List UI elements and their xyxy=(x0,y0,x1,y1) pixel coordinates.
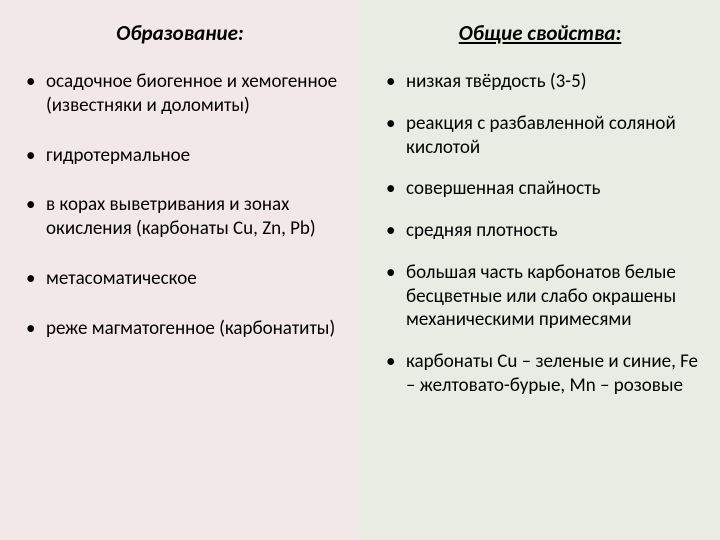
left-column: Образование: осадочное биогенное и хемог… xyxy=(0,0,360,540)
list-item: осадочное биогенное и хемогенное (извест… xyxy=(22,70,338,118)
list-item: средняя плотность xyxy=(382,219,698,243)
left-heading: Образование: xyxy=(22,20,338,46)
list-item: большая часть карбонатов белые бесцветны… xyxy=(382,261,698,332)
list-item: гидротермальное xyxy=(22,144,338,168)
left-list: осадочное биогенное и хемогенное (извест… xyxy=(22,70,338,340)
list-item: реакция с разбавленной соляной кислотой xyxy=(382,112,698,160)
list-item: метасоматическое xyxy=(22,267,338,291)
right-list: низкая твёрдость (3-5) реакция с разбавл… xyxy=(382,70,698,398)
list-item: реже магматогенное (карбонатиты) xyxy=(22,317,338,341)
list-item: карбонаты Cu – зеленые и синие, Fe – жел… xyxy=(382,350,698,398)
list-item: совершенная спайность xyxy=(382,177,698,201)
list-item: в корах выветривания и зонах окисления (… xyxy=(22,193,338,241)
right-column: Общие свойства: низкая твёрдость (3-5) р… xyxy=(360,0,720,540)
right-heading: Общие свойства: xyxy=(382,20,698,46)
list-item: низкая твёрдость (3-5) xyxy=(382,70,698,94)
